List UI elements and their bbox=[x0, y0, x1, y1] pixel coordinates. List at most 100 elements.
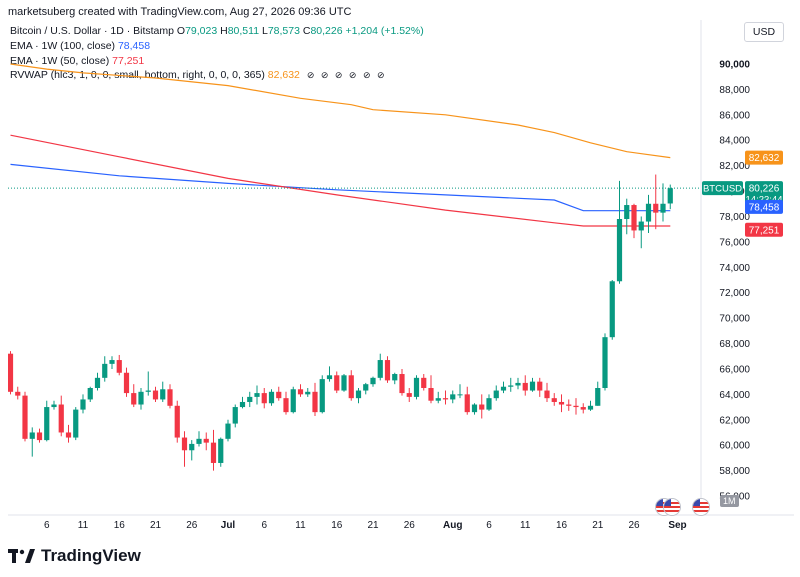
x-tick-label: 26 bbox=[404, 520, 416, 531]
y-tick-label: 74,000 bbox=[719, 263, 750, 274]
candle-body bbox=[413, 377, 420, 397]
candle-body bbox=[493, 390, 499, 399]
candle-body bbox=[290, 389, 296, 413]
candle-body bbox=[73, 409, 79, 438]
candle-body bbox=[8, 353, 14, 392]
candle-body bbox=[218, 438, 224, 463]
x-tick-label: 6 bbox=[44, 520, 50, 531]
candle-body bbox=[145, 390, 151, 392]
high-value: 80,511 bbox=[227, 25, 260, 37]
candle-body bbox=[435, 398, 441, 401]
indicator-ema100[interactable]: EMA · 1W (100, close) 78,458 bbox=[10, 39, 424, 54]
x-tick-label: 21 bbox=[367, 520, 379, 531]
y-tick-label: 68,000 bbox=[719, 339, 750, 350]
candle-body bbox=[131, 393, 137, 405]
open-value: 79,023 bbox=[185, 25, 218, 37]
candle-body bbox=[442, 398, 449, 400]
candle-body bbox=[123, 372, 130, 394]
candle-body bbox=[660, 203, 666, 213]
candle-body bbox=[80, 399, 86, 410]
x-tick-label: 16 bbox=[556, 520, 568, 531]
interval-badge[interactable]: 1M bbox=[720, 495, 739, 507]
candle-body bbox=[232, 407, 238, 424]
candle-body bbox=[602, 337, 608, 388]
symbol-title: Bitcoin / U.S. Dollar · 1D · Bitstamp bbox=[10, 25, 174, 37]
y-tick-label: 62,000 bbox=[719, 415, 750, 426]
y-tick-label: 90,000 bbox=[719, 60, 750, 71]
event-flag-icon[interactable] bbox=[692, 498, 710, 516]
high-label: H bbox=[220, 25, 228, 37]
y-tick-label: 82,000 bbox=[719, 161, 750, 172]
y-tick-label: 76,000 bbox=[719, 237, 750, 248]
currency-button[interactable]: USD bbox=[744, 22, 784, 42]
candle-body bbox=[268, 391, 275, 404]
candle-body bbox=[508, 385, 514, 387]
candle-body bbox=[305, 391, 311, 395]
y-tick-label: 84,000 bbox=[719, 136, 750, 147]
candle-body bbox=[87, 388, 93, 400]
candle-body bbox=[457, 394, 463, 396]
x-tick-label: 21 bbox=[592, 520, 604, 531]
candle-body bbox=[573, 405, 579, 408]
candle-body bbox=[15, 391, 21, 396]
candle-body bbox=[109, 360, 115, 364]
candle-body bbox=[196, 438, 202, 444]
event-flag-icon[interactable] bbox=[663, 498, 681, 516]
candle-body bbox=[515, 382, 521, 386]
candle-body bbox=[36, 432, 43, 441]
candle-body bbox=[116, 360, 122, 373]
candle-body bbox=[616, 219, 623, 282]
indicator-ema100-value: 78,458 bbox=[117, 39, 151, 52]
candle-body bbox=[551, 398, 557, 402]
candle-body bbox=[537, 381, 543, 391]
close-value: 80,226 bbox=[310, 25, 343, 37]
indicator-ema50[interactable]: EMA · 1W (50, close) 77,251 bbox=[10, 54, 424, 69]
candle-body bbox=[471, 404, 478, 413]
candle-body bbox=[44, 407, 50, 441]
candle-body bbox=[464, 394, 470, 413]
ema100-price-badge-label: 78,458 bbox=[749, 202, 780, 213]
open-label: O bbox=[176, 25, 186, 37]
candle-body bbox=[609, 281, 615, 338]
y-tick-label: 64,000 bbox=[719, 390, 750, 401]
tradingview-logo[interactable]: TradingView bbox=[8, 546, 141, 566]
candle-body bbox=[653, 203, 659, 213]
x-tick-label: 21 bbox=[150, 520, 162, 531]
candle-body bbox=[450, 394, 456, 400]
candle-body bbox=[297, 389, 304, 395]
x-tick-label: 11 bbox=[78, 520, 89, 531]
y-tick-label: 78,000 bbox=[719, 212, 750, 223]
candle-body bbox=[181, 437, 188, 451]
candle-body bbox=[247, 396, 253, 402]
candle-body bbox=[363, 384, 369, 391]
change-value: +1,204 (+1.52%) bbox=[345, 25, 424, 37]
x-tick-label: 26 bbox=[628, 520, 640, 531]
ema50-price-badge bbox=[745, 222, 783, 237]
close-label: C bbox=[302, 25, 311, 37]
tradingview-brand: TradingView bbox=[41, 546, 141, 565]
candle-body bbox=[384, 360, 391, 381]
candle-body bbox=[355, 390, 362, 399]
candle-body bbox=[580, 407, 586, 410]
rvwap-price-badge-label: 82,632 bbox=[749, 153, 780, 164]
candle-body bbox=[167, 389, 173, 406]
ema50-line bbox=[10, 134, 671, 227]
chart-caption: marketsuberg created with TradingView.co… bbox=[8, 6, 352, 18]
candle-body bbox=[254, 393, 260, 397]
ema50-price-badge-label: 77,251 bbox=[749, 225, 780, 236]
chart-legend: Bitcoin / U.S. Dollar · 1D · Bitstamp O7… bbox=[10, 24, 424, 83]
tradingview-logo-icon bbox=[8, 549, 35, 563]
x-tick-label: 26 bbox=[186, 520, 198, 531]
candle-body bbox=[319, 379, 325, 413]
rvwap-line bbox=[10, 63, 671, 159]
candle-body bbox=[348, 375, 354, 399]
visibility-icons[interactable]: ⊘ ⊘ ⊘ ⊘ ⊘ ⊘ bbox=[306, 70, 387, 81]
candle-body bbox=[138, 391, 144, 405]
candle-body bbox=[558, 401, 565, 405]
candle-body bbox=[51, 404, 57, 408]
price-chart[interactable]: 56,00058,00060,00062,00064,00066,00068,0… bbox=[8, 20, 794, 535]
low-label: L bbox=[261, 25, 268, 37]
candle-body bbox=[377, 360, 383, 378]
candle-body bbox=[529, 381, 536, 391]
candle-body bbox=[174, 405, 180, 438]
